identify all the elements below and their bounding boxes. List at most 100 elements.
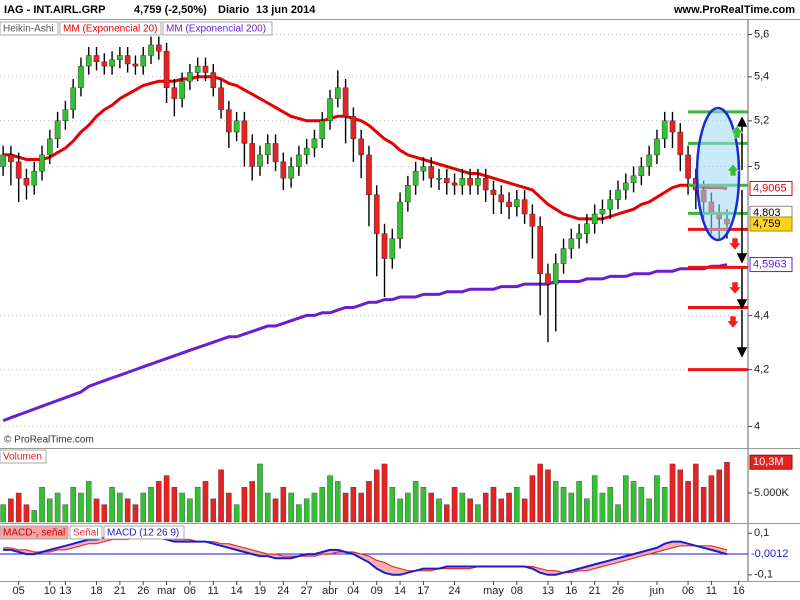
volume-bar <box>412 481 419 523</box>
y-tick-label: 4,2 <box>754 364 769 376</box>
volume-bar <box>327 475 333 523</box>
x-tick-label: 16 <box>565 585 577 597</box>
arrow-head <box>736 299 748 310</box>
volume-bar <box>459 492 466 523</box>
candle-body <box>498 194 505 203</box>
candle-body <box>319 120 326 140</box>
macd-signal-area <box>3 537 728 575</box>
candle-body <box>210 72 217 88</box>
chart-title: IAG - INT.AIRL.GRP <box>4 4 105 16</box>
candle-body <box>54 120 61 140</box>
volume-bar <box>140 492 146 523</box>
price-change: 4,759 (-2,50%) <box>134 4 207 16</box>
volume-bar <box>428 492 434 523</box>
legend-box <box>103 525 185 540</box>
volume-bar <box>23 504 30 523</box>
date: 13 jun 2014 <box>256 4 316 16</box>
x-tick-label: 26 <box>612 585 624 597</box>
candle-body <box>78 65 84 88</box>
candle-body <box>591 213 598 224</box>
volume-bar <box>669 463 676 523</box>
volume-bar <box>148 487 154 523</box>
candle-body <box>0 154 6 167</box>
volume-bar <box>685 481 691 523</box>
volume-bar <box>591 475 598 523</box>
x-tick-label: may <box>483 585 504 597</box>
candle-body <box>335 87 341 99</box>
volume-bar <box>257 463 263 523</box>
candle-body <box>47 138 53 156</box>
x-tick-label: 26 <box>137 585 149 597</box>
volume-bar <box>560 487 567 523</box>
value-label-box <box>749 180 793 196</box>
legend-entry: MM (Exponencial 200) <box>166 24 266 35</box>
up-arrow <box>726 163 740 177</box>
candle-body <box>599 209 606 215</box>
volume-bar <box>381 463 388 523</box>
x-tick-label: jun <box>649 585 665 597</box>
candle-body <box>630 175 637 184</box>
y-tick-label: 5,2 <box>754 115 769 127</box>
volume-bar <box>724 462 730 523</box>
legend-box <box>0 525 69 540</box>
candle-body <box>529 213 536 227</box>
x-tick-label: 24 <box>277 585 289 597</box>
volume-bar <box>514 487 520 523</box>
candle-body <box>132 63 139 67</box>
volume-title: Volumen <box>3 452 42 463</box>
candle-body <box>179 80 185 99</box>
candle-body <box>560 248 567 264</box>
volume-bar <box>47 498 53 523</box>
candle-body <box>654 138 660 156</box>
volume-bar <box>187 498 193 523</box>
volume-bar <box>506 492 512 523</box>
candle-body <box>537 226 543 274</box>
volume-bar <box>700 487 707 523</box>
candle-body <box>576 233 582 239</box>
down-arrow <box>726 315 740 329</box>
volume-bar <box>693 463 699 523</box>
candle-body <box>280 161 287 179</box>
x-tick-label: 10 <box>44 585 56 597</box>
legend-box <box>59 21 162 36</box>
volume-bar <box>405 492 411 523</box>
candle-body <box>482 177 489 191</box>
candle-body <box>669 120 676 133</box>
x-tick-label: 18 <box>90 585 102 597</box>
candle-body <box>506 201 512 207</box>
candle-body <box>163 51 170 88</box>
x-tick-label: abr <box>322 585 338 597</box>
candle-body <box>93 55 100 63</box>
candle-body <box>39 154 45 172</box>
value-label: 4,5963 <box>753 258 787 270</box>
volume-bar <box>288 492 294 523</box>
period: Diario <box>218 4 249 16</box>
value-label-box <box>749 216 793 232</box>
volume-bar <box>15 492 22 523</box>
volume-bar <box>296 504 302 523</box>
volume-bar <box>210 498 217 523</box>
candle-body <box>148 44 154 56</box>
volume-bar <box>584 498 590 523</box>
volume-bar <box>568 492 575 523</box>
x-tick-label: 14 <box>230 585 242 597</box>
candle-body <box>467 177 473 186</box>
volume-bar <box>467 498 473 523</box>
candle-body <box>381 233 388 259</box>
volume-bar <box>62 504 69 523</box>
volume-bar <box>303 498 310 523</box>
candle-body <box>646 154 652 167</box>
volume-bar <box>163 475 170 523</box>
x-tick-label: 06 <box>184 585 196 597</box>
legend-entry: MM (Exponencial 20) <box>63 24 157 35</box>
down-arrow <box>728 237 742 251</box>
x-tick-label: 13 <box>542 585 554 597</box>
down-arrow <box>728 281 742 295</box>
volume-bar <box>156 481 162 523</box>
moving-average-line <box>3 75 728 221</box>
candle-body <box>405 185 411 203</box>
candle-body <box>15 161 22 179</box>
volume-bar <box>436 498 442 523</box>
x-tick-label: 21 <box>114 585 126 597</box>
